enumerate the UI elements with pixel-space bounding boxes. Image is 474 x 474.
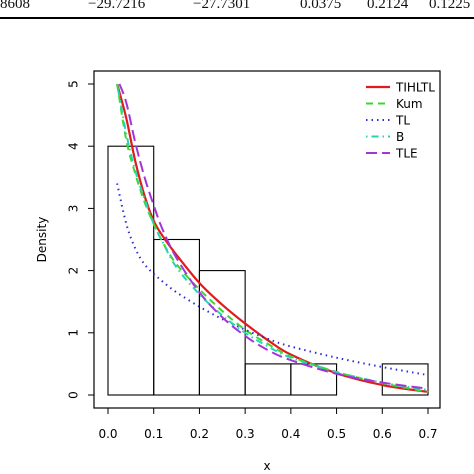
x-tick-label: 0.6 xyxy=(373,427,392,441)
legend-label: Kum xyxy=(396,97,423,111)
histogram-bar xyxy=(153,238,200,396)
legend-label: TL xyxy=(395,114,410,128)
table-cell: 0.2124 xyxy=(367,0,409,12)
x-tick-label: 0.5 xyxy=(327,427,346,441)
density-curve-b xyxy=(116,83,429,391)
table-cell: −29.7216 xyxy=(88,0,146,12)
table-bottom-rule xyxy=(0,17,474,19)
x-tick-label: 0.1 xyxy=(144,427,163,441)
table-cell: 8608 xyxy=(0,0,30,12)
y-tick-label: 3 xyxy=(67,205,81,213)
axes-layer: 0.0 0.1 0.2 0.3 0.4 0.5 0.6 0.7 0 1 2 3 4 5 xyxy=(67,80,438,441)
y-tick-label: 0 xyxy=(67,391,81,399)
histogram-layer xyxy=(107,145,429,396)
histogram-bar xyxy=(290,363,338,396)
y-axis-label: Density xyxy=(35,217,49,263)
legend-label: B xyxy=(396,130,404,144)
x-axis-label: x xyxy=(263,459,270,473)
table-cell: −27.7301 xyxy=(193,0,251,12)
x-tick-label: 0.7 xyxy=(418,427,437,441)
x-tick-label: 0.3 xyxy=(236,427,255,441)
legend: TIHLTL Kum TL B TLE xyxy=(366,81,435,161)
density-curve-tle xyxy=(118,83,429,390)
x-tick-label: 0.2 xyxy=(190,427,209,441)
table-row-strip: 8608 −29.7216 −27.7301 0.0375 0.2124 0.1… xyxy=(0,0,474,22)
legend-label: TIHLTL xyxy=(395,81,435,95)
legend-label: TLE xyxy=(395,147,418,161)
table-cell: 0.0375 xyxy=(300,0,342,12)
histogram-bar xyxy=(244,363,292,396)
plot-frame xyxy=(93,70,441,409)
density-curves-layer xyxy=(116,83,429,393)
table-cell: 0.1225 xyxy=(429,0,471,12)
x-tick-label: 0.0 xyxy=(98,427,117,441)
y-tick-label: 2 xyxy=(67,267,81,275)
y-tick-label: 4 xyxy=(67,142,81,150)
histogram-bar xyxy=(381,363,429,396)
x-tick-label: 0.4 xyxy=(281,427,300,441)
y-tick-label: 5 xyxy=(67,80,81,88)
y-tick-label: 1 xyxy=(67,329,81,337)
